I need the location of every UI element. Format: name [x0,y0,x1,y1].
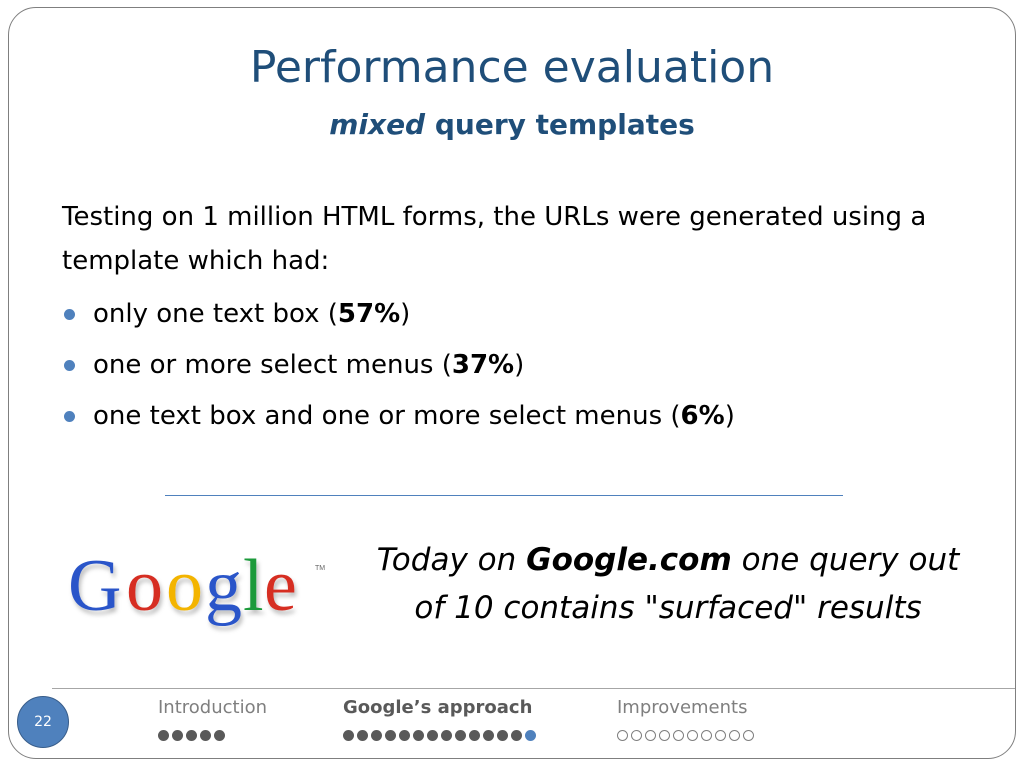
bullet-value: 37% [451,350,515,380]
progress-dot[interactable] [687,730,698,741]
bullet-icon [64,309,75,320]
progress-dot[interactable] [200,730,211,741]
progress-dot[interactable] [729,730,740,741]
progress-dot[interactable] [371,730,382,741]
progress-dot[interactable] [385,730,396,741]
nav-section-label[interactable]: Introduction [158,697,268,718]
bullet-item: only one text box (57%) [62,289,962,340]
logo-letter: l [243,545,264,627]
nav-section-label[interactable]: Improvements [617,697,748,718]
progress-dot[interactable] [743,730,754,741]
bullet-item: one text box and one or more select menu… [62,391,962,442]
progress-dots [343,730,536,741]
section-divider [165,495,843,496]
nav-section-label[interactable]: Google’s approach [343,697,533,718]
logo-letter: g [205,545,242,627]
bullet-value: 6% [680,401,725,431]
bullet-text: only one text box ( [93,299,338,329]
bullet-icon [64,360,75,371]
progress-dot[interactable] [645,730,656,741]
quote-pre: Today on [376,542,527,578]
google-logo: G o o g l e TM [68,545,325,627]
bullet-item: one or more select menus (37%) [62,340,962,391]
progress-dot[interactable] [399,730,410,741]
bullet-icon [64,411,75,422]
progress-dot[interactable] [172,730,183,741]
bullet-value: 57% [337,299,401,329]
bullet-close: ) [724,401,735,431]
logo-letter: e [264,545,297,627]
progress-dot[interactable] [469,730,480,741]
subtitle-emphasis: mixed [329,108,426,141]
subtitle-rest: query templates [425,108,695,141]
progress-dots [617,730,754,741]
page-number-badge: 22 [17,696,69,748]
progress-dot[interactable] [413,730,424,741]
progress-dot[interactable] [427,730,438,741]
progress-dot[interactable] [715,730,726,741]
progress-dot[interactable] [631,730,642,741]
progress-dot[interactable] [441,730,452,741]
quote-bold: Google.com [526,542,732,578]
bullet-text: one text box and one or more select menu… [93,401,681,431]
intro-text: Testing on 1 million HTML forms, the URL… [62,202,927,276]
quote-post: one query out of 10 contains "surfaced" … [414,542,960,626]
google-quote: Today on Google.com one query out of 10 … [368,536,968,632]
footer-divider [52,688,1015,689]
slide-frame [8,7,1016,759]
trademark-label: TM [315,565,325,572]
progress-dot[interactable] [497,730,508,741]
progress-dot[interactable] [343,730,354,741]
progress-dot[interactable] [511,730,522,741]
progress-dot[interactable] [158,730,169,741]
progress-dot[interactable] [186,730,197,741]
progress-dot[interactable] [483,730,494,741]
progress-dot[interactable] [659,730,670,741]
logo-letter: o [126,545,163,627]
progress-dot[interactable] [701,730,712,741]
bullet-text: one or more select menus ( [93,350,452,380]
progress-dot[interactable] [673,730,684,741]
bullet-list: only one text box (57%) one or more sele… [62,289,962,442]
slide-title: Performance evaluation [249,42,775,93]
nav-section-improvements[interactable]: Improvements [617,697,754,741]
progress-dot[interactable] [525,730,536,741]
logo-letter: G [68,545,121,627]
progress-dot[interactable] [455,730,466,741]
progress-dot[interactable] [214,730,225,741]
nav-section-introduction[interactable]: Introduction [158,697,267,741]
logo-letter: o [166,545,203,627]
progress-dot[interactable] [357,730,368,741]
bullet-close: ) [400,299,411,329]
slide-subtitle: mixed query templates [0,105,1024,145]
progress-dots [158,730,267,741]
progress-dot[interactable] [617,730,628,741]
bullet-close: ) [514,350,525,380]
nav-section-googles-approach[interactable]: Google’s approach [343,697,536,741]
